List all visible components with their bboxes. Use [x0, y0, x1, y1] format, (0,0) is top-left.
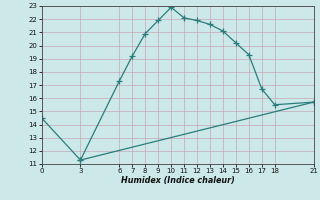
X-axis label: Humidex (Indice chaleur): Humidex (Indice chaleur) — [121, 176, 235, 185]
